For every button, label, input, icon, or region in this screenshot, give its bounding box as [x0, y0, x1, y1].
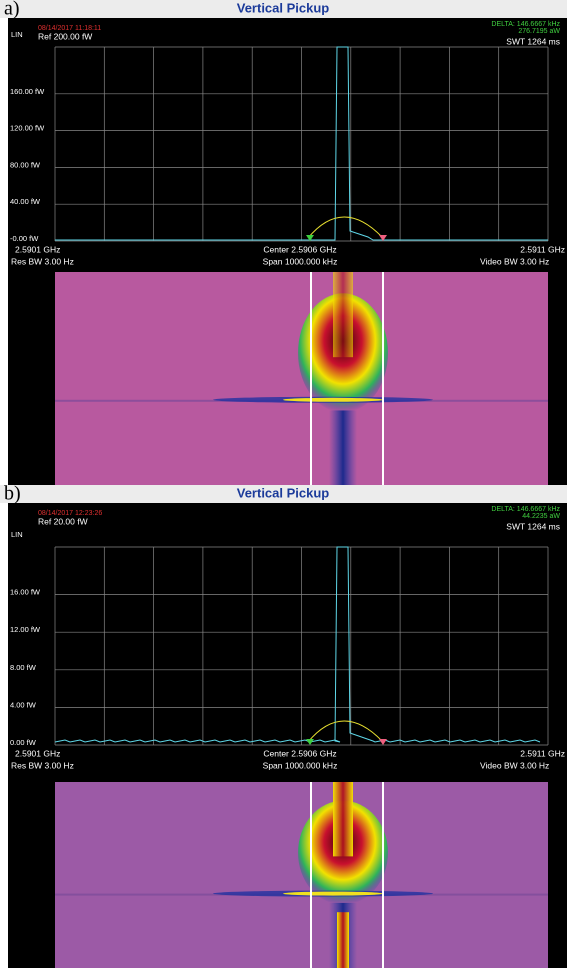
delta-frequency: DELTA: 146.6667 kHz — [491, 21, 560, 28]
trace — [55, 46, 548, 241]
x-center-span: Span 1000.000 kHz — [263, 256, 338, 266]
y-label: 40.00 fW — [10, 197, 41, 206]
waterfall-signal — [333, 272, 353, 358]
delta-frequency: DELTA: 146.6667 kHz — [491, 506, 560, 513]
x-right-freq: 2.5911 GHz — [520, 748, 565, 758]
x-center-span: Span 1000.000 kHz — [263, 760, 338, 770]
panel-label: a) — [4, 0, 20, 20]
waterfall — [55, 782, 548, 968]
scale-mode: LIN — [11, 30, 23, 39]
marker — [379, 739, 387, 745]
header-bar — [0, 0, 567, 18]
reference-level: Ref 200.00 fW — [38, 31, 92, 41]
waterfall-line — [283, 891, 383, 896]
sweep-time: SWT 1264 ms — [506, 521, 560, 531]
delta-level: 44.2235 aW — [522, 513, 560, 520]
x-center-freq: Center 2.5906 GHz — [263, 748, 336, 758]
panel: b) Vertical Pickup 08/14/2017 12:23:26Ref … — [0, 483, 567, 968]
y-label: -0.00 fW — [10, 234, 39, 243]
marker — [306, 235, 314, 241]
waterfall-stem — [329, 410, 357, 485]
x-right-vbw: Video BW 3.00 Hz — [480, 256, 549, 266]
y-label: 80.00 fW — [10, 160, 41, 169]
waterfall-line — [283, 397, 383, 402]
scale-mode: LIN — [11, 530, 23, 539]
marker — [306, 739, 314, 745]
y-label: 16.00 fW — [10, 588, 41, 597]
sweep-time: SWT 1264 ms — [506, 36, 560, 46]
trace — [54, 546, 541, 743]
y-label: 160.00 fW — [10, 87, 45, 96]
x-left-rbw: Res BW 3.00 Hz — [11, 256, 74, 266]
x-right-vbw: Video BW 3.00 Hz — [480, 760, 549, 770]
display-title: Vertical Pickup — [237, 0, 330, 15]
y-label: 4.00 fW — [10, 700, 37, 709]
panel: a) Vertical Pickup 08/14/2017 11:18:11Ref … — [0, 0, 567, 485]
x-left-freq: 2.5901 GHz — [15, 244, 60, 254]
y-label: 12.00 fW — [10, 625, 41, 634]
marker — [379, 235, 387, 241]
waterfall-signal — [333, 782, 353, 857]
x-left-rbw: Res BW 3.00 Hz — [11, 760, 74, 770]
trace — [307, 216, 384, 239]
y-label: 0.00 fW — [10, 738, 37, 747]
y-label: 120.00 fW — [10, 124, 45, 133]
y-label: 8.00 fW — [10, 663, 37, 672]
panel-label: b) — [4, 483, 21, 505]
delta-level: 276.7195 aW — [518, 28, 560, 35]
timestamp: 08/14/2017 11:18:11 — [38, 25, 101, 32]
header-bar — [0, 485, 567, 503]
x-center-freq: Center 2.5906 GHz — [263, 244, 336, 254]
display-title: Vertical Pickup — [237, 485, 330, 500]
reference-level: Ref 20.00 fW — [38, 516, 88, 526]
timestamp: 08/14/2017 12:23:26 — [38, 510, 102, 517]
waterfall-stem — [337, 912, 349, 968]
x-left-freq: 2.5901 GHz — [15, 748, 60, 758]
trace — [307, 720, 384, 743]
x-right-freq: 2.5911 GHz — [520, 244, 565, 254]
waterfall — [55, 272, 548, 485]
